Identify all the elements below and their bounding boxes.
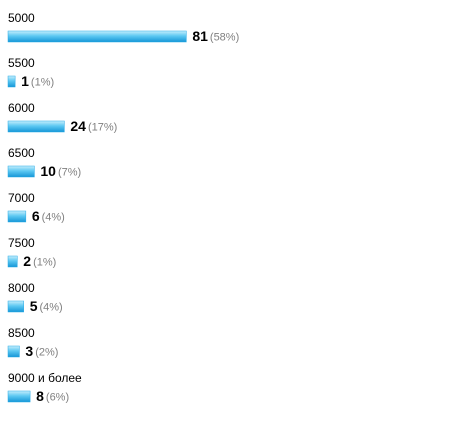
vote-count: 1 (21, 73, 29, 89)
vote-percent: (1%) (33, 256, 56, 268)
bar (7, 120, 65, 133)
vote-percent: (1%) (31, 76, 54, 88)
option-label: 8500 (8, 326, 35, 340)
vote-percent: (7%) (58, 166, 81, 178)
vote-percent: (4%) (42, 211, 65, 223)
option-label: 8000 (8, 281, 35, 295)
bar (7, 165, 35, 178)
vote-count: 10 (40, 163, 56, 179)
vote-count: 81 (192, 28, 208, 44)
bar (7, 345, 20, 358)
vote-percent: (2%) (35, 346, 58, 358)
vote-percent: (6%) (46, 391, 69, 403)
option-label: 5500 (8, 56, 35, 70)
vote-percent: (58%) (210, 31, 239, 43)
vote-count: 5 (30, 298, 38, 314)
bar (7, 300, 24, 313)
vote-percent: (17%) (88, 121, 117, 133)
bar (7, 30, 187, 43)
option-label: 6500 (8, 146, 35, 160)
option-label: 7000 (8, 191, 35, 205)
vote-count: 6 (32, 208, 40, 224)
bar (7, 255, 18, 268)
vote-count: 8 (36, 388, 44, 404)
vote-count: 24 (70, 118, 86, 134)
bar (7, 75, 16, 88)
option-label: 7500 (8, 236, 35, 250)
option-label: 6000 (8, 101, 35, 115)
vote-count: 3 (25, 343, 33, 359)
vote-percent: (4%) (39, 301, 62, 313)
option-label: 9000 и более (8, 371, 82, 385)
bar (7, 390, 31, 403)
option-label: 5000 (8, 11, 35, 25)
vote-count: 2 (23, 253, 31, 269)
bar (7, 210, 27, 223)
